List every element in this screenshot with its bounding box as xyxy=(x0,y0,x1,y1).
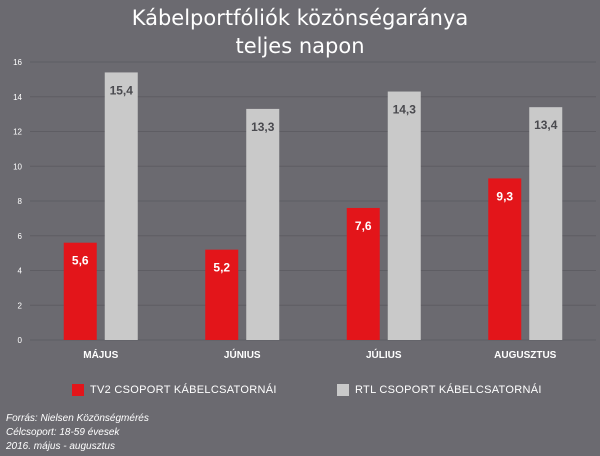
y-tick-label-4: 4 xyxy=(18,267,23,276)
chart-title-line-2: teljes napon xyxy=(235,34,365,58)
source-line-1: Forrás: Nielsen Közönségmérés xyxy=(6,413,149,424)
data-label-rtl-2: 13,3 xyxy=(251,120,275,134)
y-tick-label-8: 8 xyxy=(18,197,23,206)
bar-rtl-2 xyxy=(246,108,280,340)
source-note: Forrás: Nielsen Közönségmérés Célcsoport… xyxy=(6,412,149,454)
legend-label-rtl: RTL CSOPORT KÁBELCSATORNÁI xyxy=(355,384,542,396)
data-label-tv2-3: 7,6 xyxy=(355,219,372,233)
source-line-2: Célcsoport: 18-59 évesek xyxy=(6,427,120,438)
bar-tv2-3 xyxy=(346,207,380,340)
x-tick-label-2: JÚNIUS xyxy=(224,348,261,361)
data-label-tv2-4: 9,3 xyxy=(496,189,513,203)
legend-swatch-rtl xyxy=(337,384,349,396)
chart-title: Kábelportfóliók közönségaránya teljes na… xyxy=(0,4,600,60)
legend-label-tv2: TV2 CSOPORT KÁBELCSATORNÁI xyxy=(90,384,277,396)
legend: TV2 CSOPORT KÁBELCSATORNÁI RTL CSOPORT K… xyxy=(0,384,600,406)
y-tick-label-0: 0 xyxy=(18,336,23,345)
chart-title-line-1: Kábelportfóliók közönségaránya xyxy=(131,6,469,30)
legend-swatch-tv2 xyxy=(72,384,84,396)
data-label-rtl-4: 13,4 xyxy=(534,118,558,132)
legend-item-rtl: RTL CSOPORT KÁBELCSATORNÁI xyxy=(337,384,542,396)
bar-rtl-4 xyxy=(529,107,563,340)
bar-tv2-2 xyxy=(205,249,239,340)
y-tick-label-14: 14 xyxy=(13,93,22,102)
data-label-tv2-2: 5,2 xyxy=(213,261,230,275)
bar-rtl-1 xyxy=(104,72,138,341)
x-tick-label-3: JÚLIUS xyxy=(366,348,402,361)
y-tick-label-12: 12 xyxy=(13,128,22,137)
x-tick-label-1: MÁJUS xyxy=(83,348,118,361)
bar-tv2-4 xyxy=(488,178,522,340)
x-tick-label-4: AUGUSZTUS xyxy=(494,350,557,361)
data-label-rtl-1: 15,4 xyxy=(110,83,134,97)
data-label-tv2-1: 5,6 xyxy=(72,254,89,268)
bar-tv2-1 xyxy=(63,242,97,340)
data-label-rtl-3: 14,3 xyxy=(393,103,417,117)
legend-item-tv2: TV2 CSOPORT KÁBELCSATORNÁI xyxy=(72,384,277,396)
y-tick-label-6: 6 xyxy=(18,232,23,241)
y-tick-label-10: 10 xyxy=(13,162,22,171)
y-tick-label-2: 2 xyxy=(18,301,23,310)
bar-rtl-3 xyxy=(387,91,421,340)
y-tick-label-16: 16 xyxy=(13,58,22,67)
source-line-3: 2016. május - augusztus xyxy=(6,441,115,452)
